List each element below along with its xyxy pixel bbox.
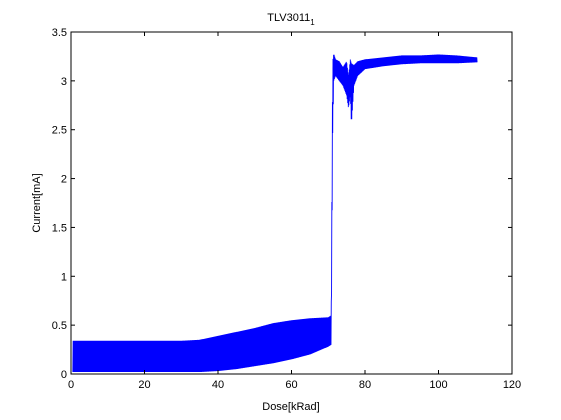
y-tick-label: 1	[61, 271, 67, 283]
y-axis-title: Current[mA]	[31, 173, 43, 232]
y-axis: 0 0.5 1 1.5 2 2.5 3 3.5	[52, 27, 512, 381]
x-axis-title: Dose[kRad]	[262, 401, 319, 413]
x-tick-label: 100	[429, 379, 447, 391]
series-line-0	[72, 54, 478, 373]
y-tick-label: 2	[61, 174, 67, 186]
chart-title-subscript: 1	[310, 18, 315, 27]
plot-area	[71, 32, 512, 374]
x-tick-label: 120	[503, 379, 521, 391]
series-layer	[72, 54, 478, 373]
y-tick-label: 1.5	[52, 222, 67, 234]
chart-title: TLV30111	[267, 12, 315, 27]
x-tick-label: 60	[285, 379, 297, 391]
y-tick-label: 3	[61, 76, 67, 88]
x-axis: 0 20 40 60 80 100 120	[68, 32, 521, 391]
x-tick-label: 20	[138, 379, 150, 391]
y-tick-label: 0	[61, 369, 67, 381]
chart-title-main: TLV3011	[267, 12, 310, 24]
y-tick-label: 0.5	[52, 320, 67, 332]
x-tick-label: 0	[68, 379, 74, 391]
y-tick-label: 3.5	[52, 27, 67, 39]
y-tick-label: 2.5	[52, 125, 67, 137]
x-tick-label: 80	[359, 379, 371, 391]
x-tick-label: 40	[212, 379, 224, 391]
